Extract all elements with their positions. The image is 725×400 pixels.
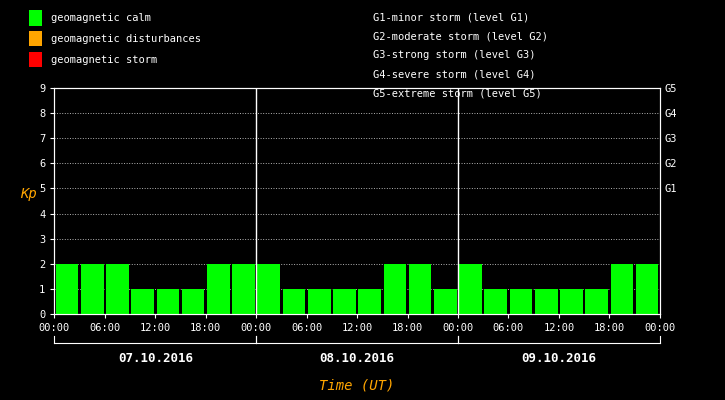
Bar [510, 289, 532, 314]
Bar [257, 264, 280, 314]
Bar [610, 264, 633, 314]
Bar [131, 289, 154, 314]
Bar [434, 289, 457, 314]
Text: G3-strong storm (level G3): G3-strong storm (level G3) [373, 50, 536, 60]
Bar [81, 264, 104, 314]
Text: geomagnetic calm: geomagnetic calm [51, 13, 151, 23]
Bar [207, 264, 230, 314]
Bar [232, 264, 255, 314]
Text: Time (UT): Time (UT) [320, 379, 394, 393]
Text: G2-moderate storm (level G2): G2-moderate storm (level G2) [373, 31, 548, 41]
Bar [636, 264, 658, 314]
Bar [106, 264, 129, 314]
Bar [308, 289, 331, 314]
Text: geomagnetic storm: geomagnetic storm [51, 55, 157, 65]
Bar [409, 264, 431, 314]
Bar [157, 289, 179, 314]
Text: G4-severe storm (level G4): G4-severe storm (level G4) [373, 70, 536, 80]
Bar [384, 264, 406, 314]
Bar [459, 264, 482, 314]
Text: geomagnetic disturbances: geomagnetic disturbances [51, 34, 201, 44]
Bar [182, 289, 204, 314]
Bar [585, 289, 608, 314]
Bar [333, 289, 356, 314]
Text: 07.10.2016: 07.10.2016 [117, 352, 193, 365]
Bar [535, 289, 558, 314]
Text: 09.10.2016: 09.10.2016 [521, 352, 597, 365]
Text: 08.10.2016: 08.10.2016 [320, 352, 394, 365]
Bar [560, 289, 583, 314]
Bar [283, 289, 305, 314]
Bar [358, 289, 381, 314]
Bar [56, 264, 78, 314]
Y-axis label: Kp: Kp [20, 187, 36, 201]
Text: G5-extreme storm (level G5): G5-extreme storm (level G5) [373, 89, 542, 99]
Bar [484, 289, 507, 314]
Text: G1-minor storm (level G1): G1-minor storm (level G1) [373, 12, 530, 22]
